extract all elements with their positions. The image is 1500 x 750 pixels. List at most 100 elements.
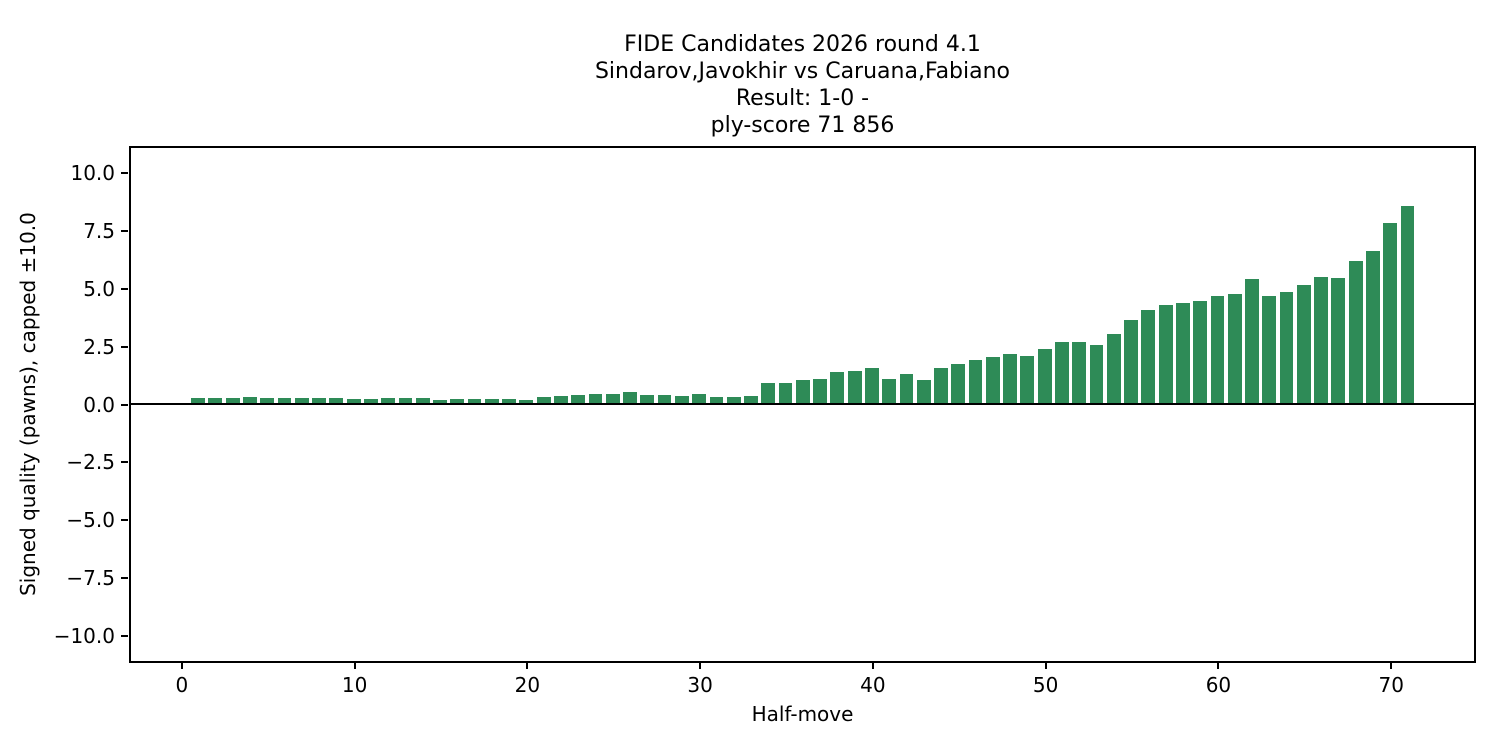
x-tick-label: 30 (687, 673, 713, 697)
bar-halfmove-26 (623, 391, 637, 404)
bar-halfmove-44 (934, 368, 948, 404)
bar-halfmove-65 (1296, 285, 1311, 404)
bar-halfmove-20 (519, 400, 534, 404)
chart-title: FIDE Candidates 2026 round 4.1 Sindarov,… (130, 31, 1475, 139)
bar-halfmove-11 (363, 399, 378, 404)
x-axis-label: Half-move (751, 702, 854, 726)
bar-halfmove-69 (1366, 251, 1380, 404)
bar-halfmove-71 (1400, 205, 1415, 404)
bar-halfmove-42 (899, 373, 914, 404)
y-tick-label: 0.0 (83, 392, 115, 417)
bar-halfmove-32 (726, 397, 741, 404)
bar-halfmove-53 (1089, 344, 1104, 404)
bar-halfmove-27 (640, 395, 655, 404)
bar-halfmove-21 (536, 397, 551, 404)
bar-halfmove-2 (208, 397, 223, 404)
x-tick-label: 10 (341, 673, 368, 697)
bar-halfmove-31 (709, 397, 724, 404)
y-tick-mark (121, 634, 128, 637)
x-tick-label: 40 (860, 673, 886, 697)
bar-halfmove-22 (554, 396, 568, 404)
y-tick-mark (121, 287, 128, 290)
x-tick-mark (871, 662, 874, 669)
bar-halfmove-9 (329, 398, 344, 404)
y-tick-mark (121, 229, 128, 232)
bar-halfmove-66 (1314, 276, 1328, 404)
bar-halfmove-52 (1072, 341, 1087, 404)
title-line-plyscore: ply-score 71 856 (710, 113, 895, 138)
y-tick-mark (121, 461, 128, 464)
y-tick-mark (121, 172, 128, 175)
x-tick-label: 0 (175, 673, 189, 697)
bar-halfmove-38 (830, 371, 845, 404)
bar-halfmove-60 (1210, 296, 1225, 404)
plot-area (129, 146, 1476, 663)
bar-halfmove-70 (1383, 222, 1398, 404)
bar-halfmove-10 (346, 399, 361, 404)
bar-halfmove-5 (260, 398, 275, 404)
bar-halfmove-41 (882, 378, 897, 404)
y-tick-label: −7.5 (66, 566, 115, 591)
bar-halfmove-45 (951, 363, 966, 404)
bar-halfmove-67 (1331, 277, 1346, 404)
bar-halfmove-36 (795, 379, 810, 404)
bar-halfmove-58 (1175, 303, 1190, 404)
bar-halfmove-63 (1262, 295, 1277, 404)
y-tick-label: −2.5 (66, 450, 115, 475)
x-tick-label: 60 (1205, 673, 1232, 697)
bar-halfmove-7 (294, 397, 309, 404)
bar-halfmove-64 (1279, 291, 1294, 404)
bar-halfmove-51 (1055, 341, 1069, 404)
bar-halfmove-43 (916, 379, 931, 404)
bar-halfmove-8 (312, 398, 326, 404)
bar-halfmove-40 (864, 368, 879, 404)
title-line-result: Result: 1-0 - (735, 86, 870, 111)
x-tick-label: 20 (514, 673, 541, 697)
bar-halfmove-57 (1158, 305, 1173, 404)
y-tick-mark (121, 519, 128, 522)
bar-halfmove-68 (1348, 260, 1363, 404)
bar-halfmove-14 (415, 398, 430, 404)
x-tick-mark (1217, 662, 1220, 669)
bar-halfmove-30 (692, 394, 707, 404)
title-line-players: Sindarov,Javokhir vs Caruana,Fabiano (594, 59, 1011, 84)
bar-halfmove-50 (1037, 348, 1052, 404)
y-tick-label: −5.0 (66, 508, 115, 533)
bar-halfmove-56 (1141, 310, 1156, 404)
bar-halfmove-59 (1193, 301, 1208, 404)
bar-halfmove-55 (1124, 319, 1138, 404)
y-tick-label: 10.0 (70, 161, 115, 186)
bar-halfmove-25 (605, 393, 620, 404)
bar-halfmove-28 (657, 395, 672, 404)
bar-halfmove-62 (1245, 278, 1259, 404)
x-tick-mark (1390, 662, 1393, 669)
x-tick-mark (699, 662, 702, 669)
x-tick-mark (1044, 662, 1047, 669)
bar-halfmove-3 (225, 397, 240, 404)
bar-halfmove-16 (450, 399, 465, 404)
bar-halfmove-46 (968, 360, 983, 404)
bar-halfmove-18 (484, 399, 499, 404)
x-tick-label: 70 (1378, 673, 1404, 697)
bar-halfmove-61 (1227, 294, 1242, 404)
x-tick-mark (353, 662, 356, 669)
bar-halfmove-34 (761, 383, 776, 404)
bar-halfmove-33 (744, 396, 758, 404)
bar-halfmove-19 (502, 398, 516, 404)
title-line-event: FIDE Candidates 2026 round 4.1 (624, 32, 981, 57)
bar-halfmove-13 (398, 398, 413, 404)
bar-halfmove-49 (1020, 356, 1035, 404)
bar-halfmove-12 (381, 397, 396, 404)
y-tick-mark (121, 345, 128, 348)
y-tick-label: 5.0 (83, 276, 115, 301)
bar-halfmove-4 (243, 396, 257, 404)
bar-halfmove-6 (277, 398, 292, 404)
bar-halfmove-17 (467, 399, 482, 404)
bar-halfmove-39 (847, 371, 862, 404)
x-tick-mark (180, 662, 183, 669)
y-tick-label: −10.0 (53, 623, 115, 648)
y-tick-label: 7.5 (83, 218, 115, 243)
bar-halfmove-54 (1106, 334, 1121, 404)
y-tick-mark (121, 577, 128, 580)
bar-halfmove-23 (571, 394, 586, 404)
